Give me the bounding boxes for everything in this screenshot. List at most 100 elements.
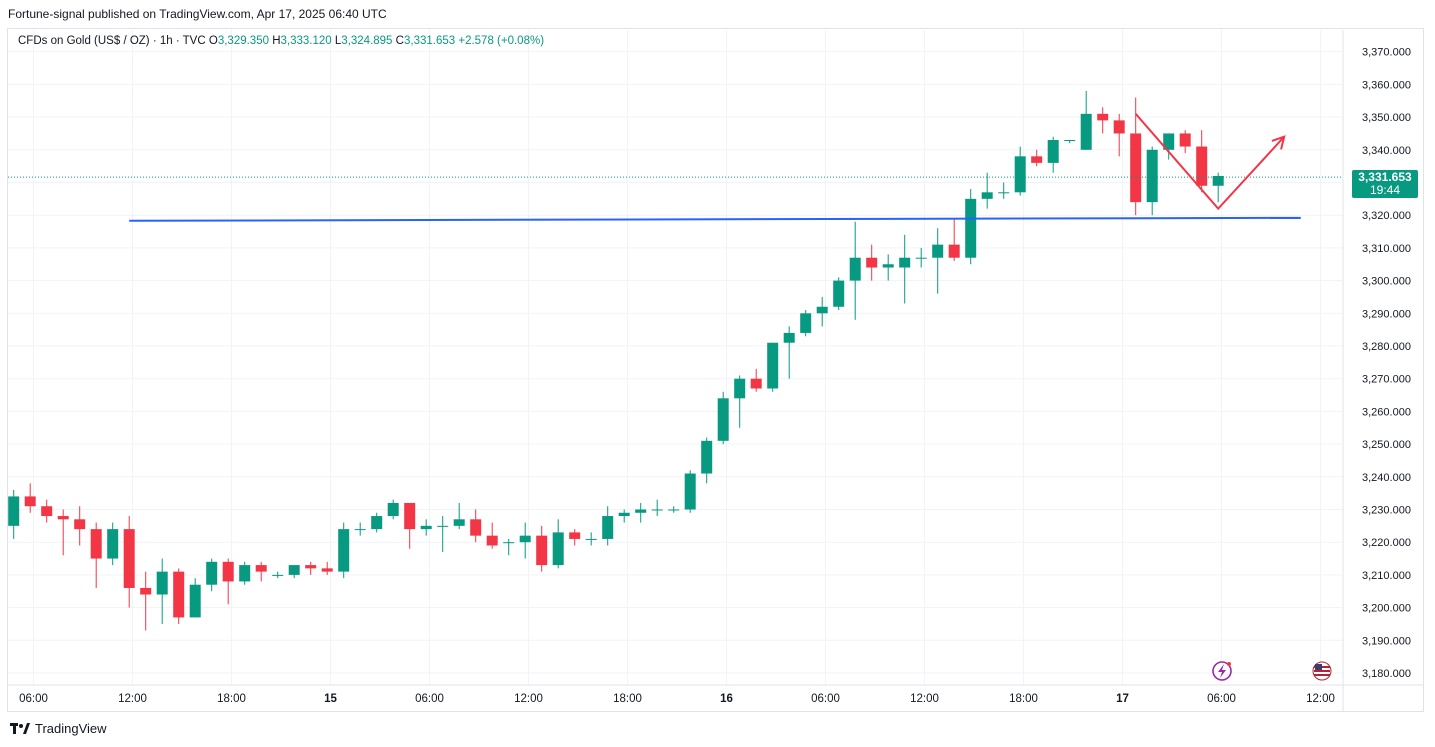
candle-body [1014, 156, 1026, 193]
candle-up [503, 538, 515, 556]
annotations [8, 113, 1343, 222]
candle-up [849, 221, 861, 320]
candle-up [354, 522, 366, 536]
candle-up [156, 558, 168, 624]
candle-up [965, 189, 977, 265]
y-tick-label: 3,250.000 [1362, 439, 1411, 451]
candle-up [453, 502, 465, 530]
candle-body [404, 502, 416, 530]
legend-open-label: O [208, 35, 218, 47]
x-tick-label: 15 [324, 693, 337, 705]
x-axis-tick-labels: 06:00 12:00 18:00 15 06:00 12:00 18:00 16 06:00 1… [19, 693, 1335, 705]
candle-body [8, 496, 20, 526]
candle-up [239, 561, 251, 585]
candle-up [833, 277, 845, 311]
candle-up [767, 342, 779, 392]
candle-up [338, 522, 350, 579]
candle-body [882, 264, 894, 268]
candle-body [618, 512, 630, 517]
support-line [129, 216, 1301, 222]
us-flag-icon[interactable] [1312, 661, 1332, 681]
candle-body [503, 542, 515, 544]
tradingview-logo[interactable]: TradingView [10, 721, 107, 736]
candle-body [866, 257, 878, 268]
candle-up [899, 234, 911, 304]
candle-body [651, 509, 663, 511]
candle-body [74, 519, 86, 530]
candle-down [1179, 130, 1191, 154]
candle-down [255, 561, 267, 582]
y-tick-label: 3,240.000 [1362, 472, 1411, 484]
lightning-icon[interactable] [1212, 661, 1232, 681]
candle-body [305, 565, 317, 569]
candle-up [519, 522, 531, 559]
y-tick-label: 3,230.000 [1362, 505, 1411, 517]
candle-body [849, 257, 861, 281]
candle-up [717, 391, 729, 445]
y-tick-label: 3,260.000 [1362, 406, 1411, 418]
candle-up [288, 565, 300, 579]
candle-body [1130, 133, 1142, 203]
bottom-badges [1212, 661, 1332, 681]
candle-up [783, 326, 795, 379]
candle-down [948, 218, 960, 261]
candle-body [899, 257, 911, 268]
candle-body [767, 342, 779, 389]
y-tick-label: 3,180.000 [1362, 668, 1411, 680]
candle-body [354, 529, 366, 531]
candle-body [272, 574, 284, 576]
candle-down [222, 558, 234, 605]
candle-up [107, 522, 119, 566]
candle-down [569, 529, 581, 546]
candle-body [800, 313, 812, 333]
chart-frame [7, 28, 1424, 712]
candle-up [1163, 133, 1175, 160]
candle-body [981, 192, 993, 199]
candle-body [1146, 149, 1158, 203]
candle-body [1064, 139, 1076, 141]
candle-up [618, 509, 630, 523]
candle-down [486, 522, 498, 549]
candle-body [255, 565, 267, 572]
legend-open: 3,329.350 [217, 35, 269, 47]
y-tick-label: 3,350.000 [1362, 112, 1411, 124]
candle-countdown: 19:44 [1369, 183, 1401, 197]
candle-body [1031, 156, 1043, 163]
candle-body [932, 244, 944, 258]
candle-body [90, 529, 102, 559]
candle-body [552, 532, 564, 566]
candle-up [882, 254, 894, 281]
legend-close-label: C [395, 35, 404, 47]
candle-body [41, 506, 53, 517]
x-tick-label: 06:00 [19, 693, 48, 705]
legend-high: 3,333.120 [280, 35, 332, 47]
current-price-tag: 3,331.653 19:44 [1352, 170, 1418, 198]
y-tick-label: 3,360.000 [1362, 79, 1411, 91]
candle-down [173, 568, 185, 624]
candle-body [569, 532, 581, 539]
candle-up [651, 499, 663, 517]
candle-up [387, 499, 399, 520]
candle-up [437, 516, 449, 553]
symbol-legend: CFDs on Gold (US$ / OZ) · 1h · TVC O3,32… [18, 35, 544, 47]
chart-grid [8, 30, 1424, 712]
candle-up [915, 247, 927, 268]
x-tick-label: 17 [1116, 693, 1129, 705]
candle-body [816, 306, 828, 314]
candle-body [684, 473, 696, 510]
y-axis-tick-labels: 3,180.000 3,190.000 3,200.000 3,210.000 3,22… [1362, 47, 1411, 680]
candle-down [1130, 97, 1142, 216]
candle-up [668, 506, 680, 513]
candle-down [470, 509, 482, 543]
candle-body [371, 516, 383, 530]
candle-up [998, 182, 1010, 199]
candle-body [602, 516, 614, 539]
y-tick-label: 3,270.000 [1362, 374, 1411, 386]
candle-up [585, 532, 597, 546]
candle-up [371, 512, 383, 533]
x-tick-label: 18:00 [1009, 693, 1038, 705]
candle-up [800, 310, 812, 337]
candle-body [222, 561, 234, 582]
x-tick-label: 12:00 [1306, 693, 1335, 705]
